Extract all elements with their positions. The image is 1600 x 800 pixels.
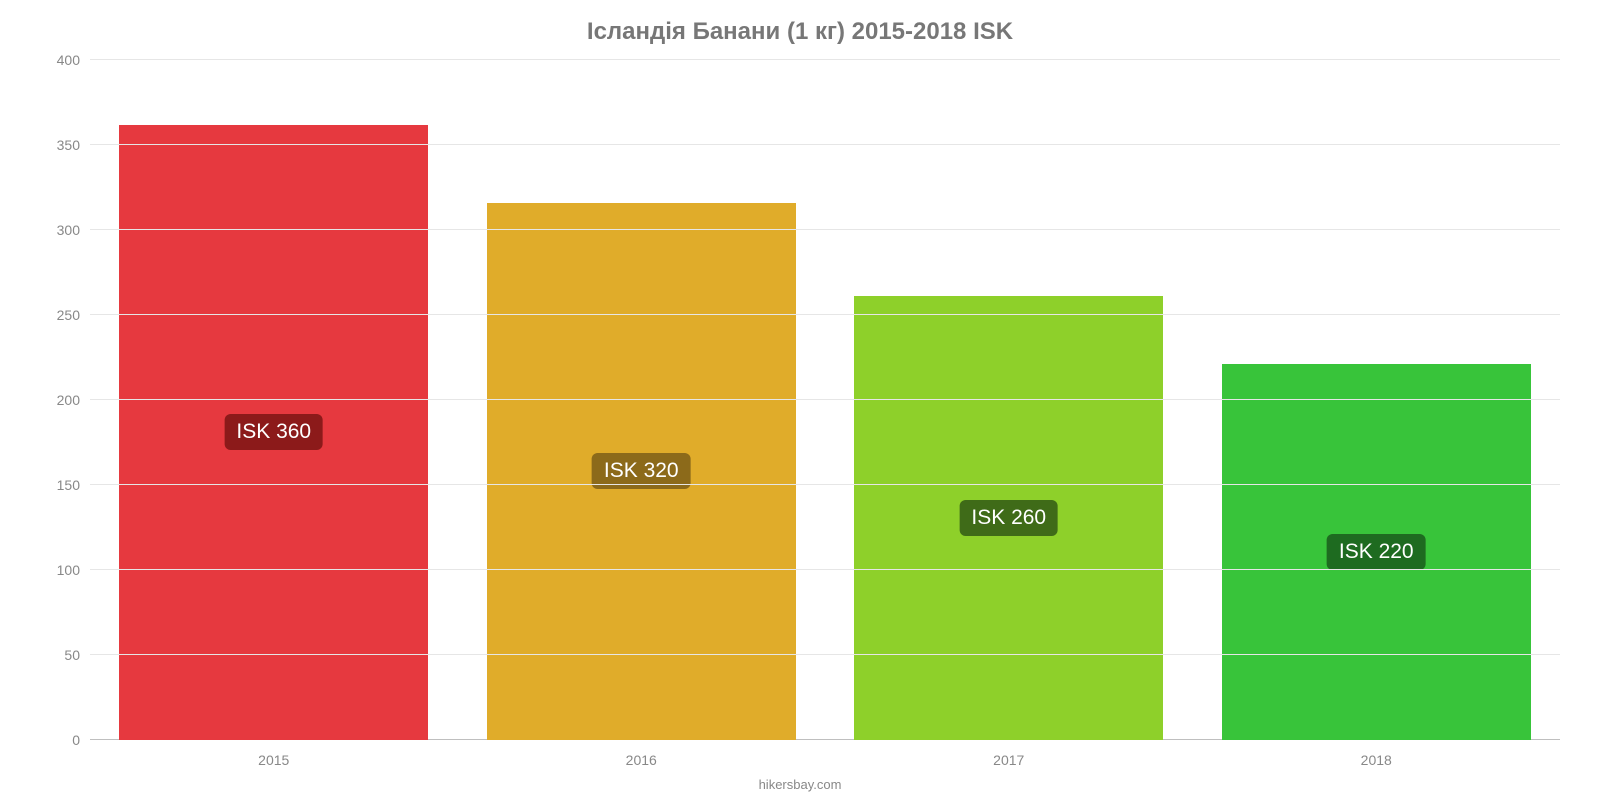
bar-slot: ISK 3602015: [90, 60, 458, 740]
x-tick-label: 2017: [993, 740, 1024, 768]
bar-value-badge: ISK 360: [224, 414, 323, 450]
x-tick-label: 2018: [1361, 740, 1392, 768]
plot-area: ISK 3602015ISK 3202016ISK 2602017ISK 220…: [90, 60, 1560, 740]
chart-title: Ісландія Банани (1 кг) 2015-2018 ISK: [0, 18, 1600, 46]
bars-group: ISK 3602015ISK 3202016ISK 2602017ISK 220…: [90, 60, 1560, 740]
y-tick-label: 200: [57, 392, 90, 408]
bar: ISK 320: [487, 203, 796, 740]
grid-line: [90, 59, 1560, 60]
y-tick-label: 150: [57, 477, 90, 493]
chart-container: Ісландія Банани (1 кг) 2015-2018 ISK ISK…: [0, 0, 1600, 800]
y-tick-label: 350: [57, 137, 90, 153]
grid-line: [90, 229, 1560, 230]
y-tick-label: 100: [57, 562, 90, 578]
y-tick-label: 400: [57, 52, 90, 68]
grid-line: [90, 654, 1560, 655]
x-tick-label: 2016: [626, 740, 657, 768]
y-tick-label: 0: [72, 732, 90, 748]
bar-value-badge: ISK 220: [1327, 534, 1426, 570]
y-tick-label: 50: [64, 647, 90, 663]
grid-line: [90, 314, 1560, 315]
grid-line: [90, 569, 1560, 570]
bar: ISK 260: [854, 296, 1163, 740]
grid-line: [90, 144, 1560, 145]
attribution-text: hikersbay.com: [0, 777, 1600, 792]
bar: ISK 220: [1222, 364, 1531, 740]
grid-line: [90, 484, 1560, 485]
x-tick-label: 2015: [258, 740, 289, 768]
bar: ISK 360: [119, 125, 428, 740]
bar-slot: ISK 3202016: [458, 60, 826, 740]
y-tick-label: 250: [57, 307, 90, 323]
grid-line: [90, 399, 1560, 400]
bar-value-badge: ISK 260: [959, 500, 1058, 536]
y-tick-label: 300: [57, 222, 90, 238]
bar-slot: ISK 2602017: [825, 60, 1193, 740]
bar-slot: ISK 2202018: [1193, 60, 1561, 740]
